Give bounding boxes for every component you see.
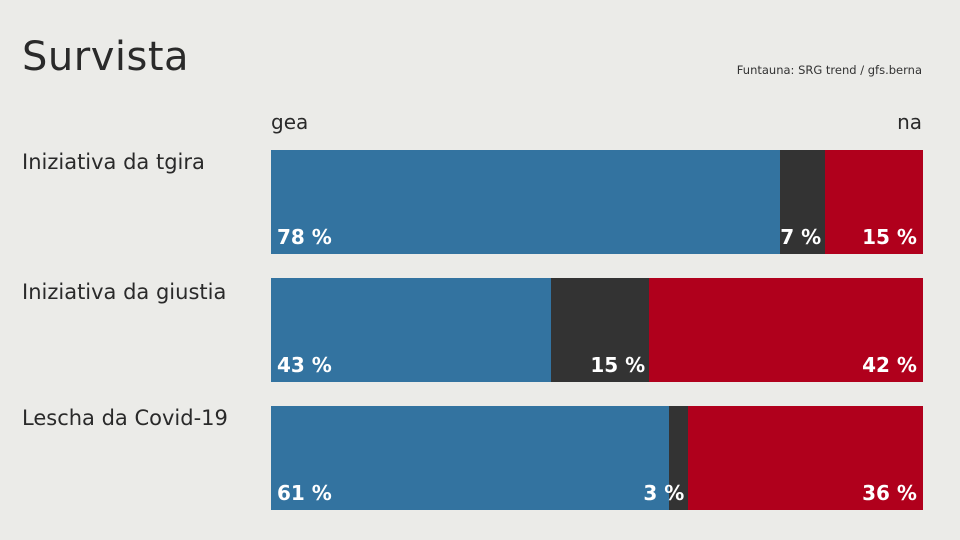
axis-label-no: na [897, 110, 922, 134]
data-label: 15 % [862, 225, 917, 249]
bar-segment-undecided: 3 % [643, 406, 689, 510]
data-label: 7 % [780, 225, 822, 249]
row-label: Iniziativa da giustia [22, 280, 227, 304]
bar-segment-no: 36 % [688, 406, 923, 510]
stacked-bar: 78 % 7 % 15 % [271, 150, 923, 254]
chart-title: Survista [22, 34, 190, 80]
axis-label-yes: gea [271, 110, 309, 134]
bar-segment-undecided: 15 % [551, 278, 650, 382]
data-label: 3 % [643, 481, 685, 505]
data-label: 43 % [277, 353, 332, 377]
data-label: 42 % [862, 353, 917, 377]
bar-segment-undecided: 7 % [779, 150, 826, 254]
data-label: 15 % [590, 353, 646, 377]
bar-segment-yes: 43 % [271, 278, 552, 382]
row-label: Iniziativa da tgira [22, 150, 205, 174]
bar-segment-yes: 78 % [271, 150, 780, 254]
data-label: 36 % [862, 481, 917, 505]
bar-segment-yes: 61 % [271, 406, 669, 510]
row-label: Lescha da Covid-19 [22, 406, 228, 430]
stacked-bar: 43 % 15 % 42 % [271, 278, 923, 382]
source-note: Funtauna: SRG trend / gfs.berna [736, 63, 922, 77]
bar-segment-no: 15 % [825, 150, 923, 254]
data-label: 61 % [277, 481, 332, 505]
stacked-bar: 61 % 3 % 36 % [271, 406, 923, 510]
bar-segment-no: 42 % [649, 278, 923, 382]
data-label: 78 % [277, 225, 332, 249]
